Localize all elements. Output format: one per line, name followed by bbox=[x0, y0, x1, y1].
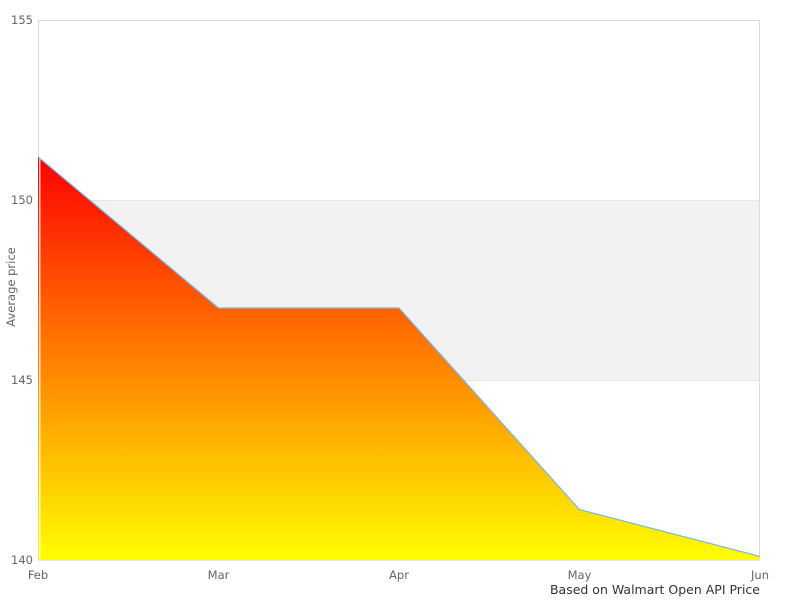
x-tick-label: May bbox=[567, 568, 592, 582]
y-axis-title: Average price bbox=[4, 247, 18, 327]
x-tick-label: Mar bbox=[207, 568, 230, 582]
y-tick-label: 145 bbox=[11, 373, 33, 387]
x-tick-label: Jun bbox=[751, 568, 769, 582]
series-line bbox=[37, 156, 761, 557]
chart-caption: Based on Walmart Open API Price bbox=[549, 582, 760, 597]
y-tick-label: 150 bbox=[11, 193, 33, 207]
x-tick-label: Apr bbox=[389, 568, 409, 582]
y-tick-label: 155 bbox=[11, 13, 33, 27]
x-tick-label: Feb bbox=[27, 568, 49, 582]
area-series bbox=[38, 156, 760, 561]
y-tick-label: 140 bbox=[11, 553, 33, 567]
